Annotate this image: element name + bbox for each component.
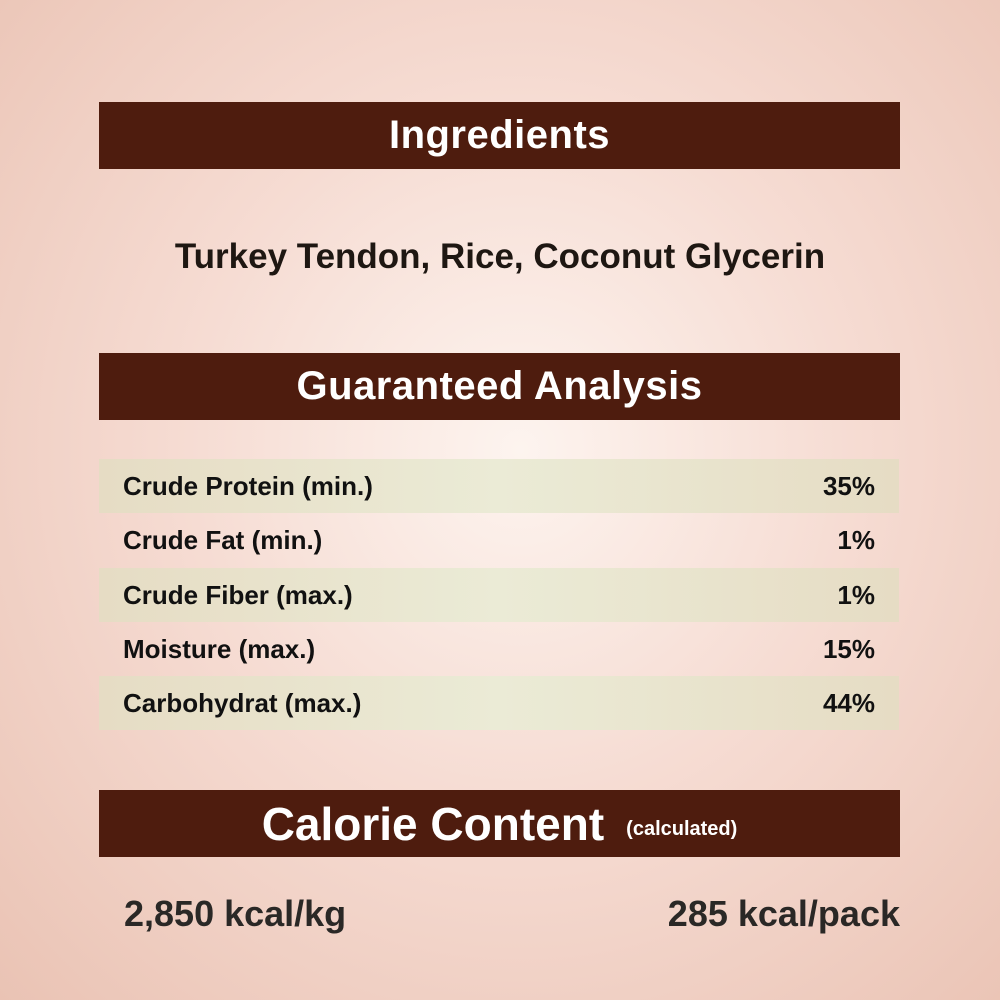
calorie-header: Calorie Content (calculated) xyxy=(99,790,900,857)
row-label: Moisture (max.) xyxy=(123,633,316,664)
table-row: Crude Fat (min.) 1% xyxy=(99,513,899,567)
ingredients-header: Ingredients xyxy=(99,102,900,169)
row-value: 15% xyxy=(822,633,875,664)
table-row: Crude Fiber (max.) 1% xyxy=(99,568,899,622)
calorie-per-kg: 2,850 kcal/kg xyxy=(124,893,347,934)
table-row: Crude Protein (min.) 35% xyxy=(99,459,899,513)
calorie-title: Calorie Content xyxy=(261,797,605,850)
row-value: 1% xyxy=(837,579,875,610)
row-label: Crude Fat (min.) xyxy=(123,524,323,555)
ingredients-text: Turkey Tendon, Rice, Coconut Glycerin xyxy=(174,237,826,276)
table-row: Carbohydrat (max.) 44% xyxy=(99,676,899,730)
row-value: 44% xyxy=(822,687,875,718)
row-label: Crude Fiber (max.) xyxy=(123,579,353,610)
calorie-per-pack: 285 kcal/pack xyxy=(667,893,900,934)
row-value: 1% xyxy=(837,524,875,555)
row-label: Crude Protein (min.) xyxy=(123,470,373,501)
row-value: 35% xyxy=(822,470,875,501)
row-label: Carbohydrat (max.) xyxy=(123,687,362,718)
ingredients-title: Ingredients xyxy=(388,113,611,157)
analysis-header: Guaranteed Analysis xyxy=(99,353,900,420)
table-row: Moisture (max.) 15% xyxy=(99,622,899,676)
calorie-subtitle: (calculated) xyxy=(626,818,738,840)
analysis-title: Guaranteed Analysis xyxy=(296,364,703,408)
